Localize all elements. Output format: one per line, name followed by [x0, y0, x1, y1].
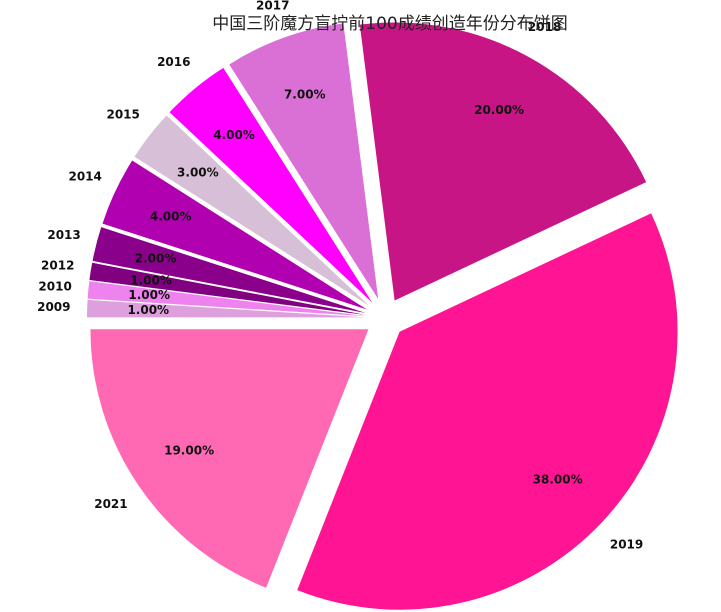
category-label: 2021 [94, 497, 127, 511]
pie-slice [92, 227, 366, 314]
category-label: 2016 [157, 55, 190, 69]
pie [87, 22, 678, 610]
pie-slice [134, 115, 370, 306]
category-label: 2019 [610, 537, 643, 551]
value-label: 20.00% [474, 103, 524, 117]
category-label: 2014 [68, 169, 101, 183]
pie-slice [89, 262, 366, 315]
value-label: 1.00% [127, 303, 169, 317]
pie-slice [102, 160, 367, 310]
pie-slice [229, 23, 379, 300]
value-label: 1.00% [128, 288, 170, 302]
category-label: 2015 [106, 107, 139, 121]
category-label: 2017 [256, 0, 289, 13]
category-label: 2013 [47, 228, 80, 242]
category-label: 2018 [528, 20, 561, 34]
chart-title: 中国三阶魔方盲拧前100成绩创造年份分布饼图 [212, 14, 567, 34]
value-label: 19.00% [164, 444, 214, 458]
pie-slice [297, 213, 678, 610]
value-label: 2.00% [135, 252, 177, 266]
pie-slice [87, 299, 366, 318]
value-label: 3.00% [177, 165, 219, 179]
value-label: 1.00% [130, 273, 172, 287]
category-label: 2009 [37, 300, 70, 314]
pie-slice [359, 22, 647, 301]
category-label: 2010 [38, 279, 71, 293]
pie-slice [90, 329, 369, 588]
category-label: 2012 [41, 259, 74, 273]
value-label: 4.00% [213, 128, 255, 142]
pie-slice [169, 67, 373, 303]
value-label: 38.00% [533, 473, 583, 487]
value-label: 7.00% [284, 88, 326, 102]
pie-slice [87, 281, 366, 317]
value-label: 4.00% [150, 210, 192, 224]
